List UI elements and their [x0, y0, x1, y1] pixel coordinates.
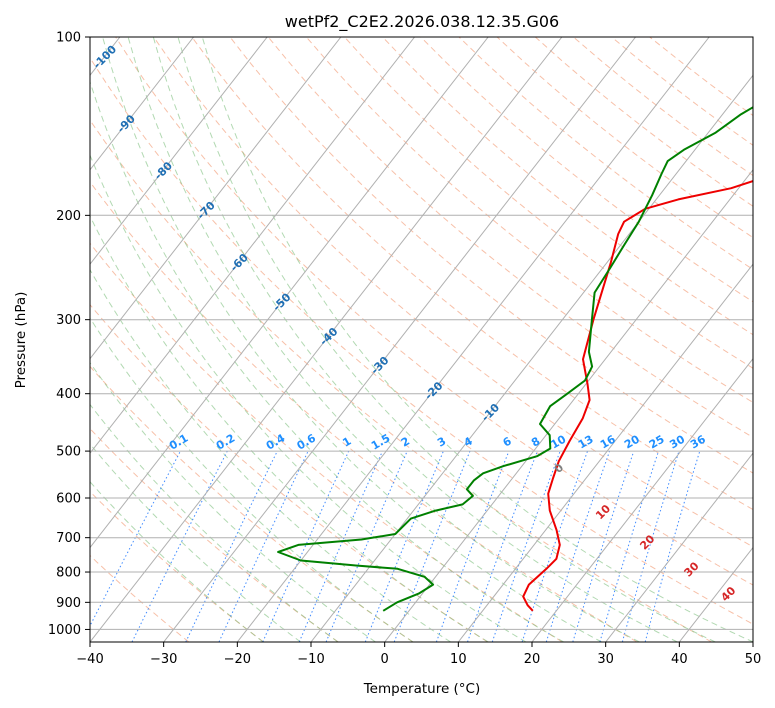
moist-adiabat-line — [90, 214, 489, 642]
x-tick-label: −30 — [150, 652, 177, 667]
dry-adiabat-line — [229, 37, 753, 474]
mixing-ratio-line — [467, 450, 538, 642]
dry-adiabat-line — [420, 37, 753, 303]
isotherm-line — [90, 37, 342, 360]
x-tick-label: −40 — [76, 652, 103, 667]
mixing-ratio-line — [491, 450, 561, 642]
mixing-ratio-line — [599, 450, 659, 642]
dewpoint-profile-line — [277, 106, 753, 612]
moist-adiabat-line — [177, 37, 716, 642]
temperature-profile-line — [522, 179, 753, 612]
isotherm-line — [236, 37, 710, 642]
y-tick-label: 400 — [56, 387, 81, 402]
dry-adiabat-line — [90, 554, 190, 642]
dry-adiabat-line — [90, 242, 563, 642]
isotherm-line — [457, 263, 753, 642]
background-lines — [90, 37, 753, 642]
mixing-ratio-line — [621, 450, 680, 642]
dry-adiabat-line — [90, 56, 753, 625]
isotherm-line — [90, 37, 194, 171]
y-tick-label: 300 — [56, 313, 81, 328]
mixing-ratio-line — [325, 450, 408, 642]
axis-ticks: −40 −30 −20 −10 0 10 20 30 40 50 100 200 300 400 500 60… — [48, 31, 761, 668]
isotherm-line — [605, 452, 753, 642]
plot-frame — [89, 36, 754, 643]
isotherm-line — [531, 357, 753, 642]
x-tick-label: 30 — [597, 652, 614, 667]
moist-adiabat-line — [102, 37, 602, 642]
mixing-ratio-line — [545, 450, 611, 642]
isotherm-line — [163, 37, 636, 642]
moist-adiabat-line — [90, 80, 565, 642]
isotherm-line — [90, 37, 415, 454]
y-tick-label: 800 — [56, 566, 81, 581]
dry-adiabat-line — [90, 119, 712, 642]
y-tick-label: 100 — [56, 31, 81, 46]
mixing-ratio-line — [435, 450, 510, 642]
y-tick-label: 700 — [56, 531, 81, 546]
moist-adiabat-line — [90, 153, 527, 642]
y-tick-label: 500 — [56, 445, 81, 460]
mixing-ratio-line — [572, 450, 635, 642]
dry-adiabat-line — [115, 37, 753, 586]
isotherm-line — [90, 37, 489, 549]
x-tick-label: −20 — [224, 652, 251, 667]
isotherm-line — [90, 37, 268, 265]
x-tick-label: −10 — [297, 652, 324, 667]
x-axis-label: Temperature (°C) — [363, 681, 481, 697]
mixing-ratio-line — [262, 450, 350, 642]
dry-adiabat-line — [382, 37, 753, 336]
dry-adiabat-line — [267, 37, 753, 438]
moist-adiabat-line — [90, 317, 414, 642]
moist-adiabat-line — [90, 443, 301, 642]
x-tick-label: 0 — [381, 652, 389, 667]
dry-adiabat-line — [90, 181, 638, 642]
y-tick-label: 900 — [56, 596, 81, 611]
mixing-ratio-line — [521, 450, 588, 642]
isotherm-line — [90, 37, 563, 642]
y-tick-label: 600 — [56, 492, 81, 507]
chart-title: wetPf2_C2E2.2026.038.12.35.G06 — [285, 12, 559, 32]
isotherm-line — [384, 169, 753, 642]
moist-adiabat-line — [90, 268, 451, 642]
x-tick-label: 10 — [450, 652, 467, 667]
y-tick-label: 200 — [56, 209, 81, 224]
x-tick-label: 20 — [524, 652, 541, 667]
plot-area — [90, 37, 753, 642]
mixing-ratio-line — [364, 450, 444, 642]
dry-adiabat-line — [191, 37, 753, 511]
y-tick-label: 1000 — [48, 623, 81, 638]
dry-adiabat-line — [90, 427, 339, 642]
dry-adiabat-line — [90, 303, 488, 642]
profile-lines — [277, 106, 753, 612]
x-tick-label: 50 — [745, 652, 762, 667]
moist-adiabat-line — [90, 361, 376, 642]
x-tick-label: 40 — [671, 652, 688, 667]
y-axis-label: Pressure (hPa) — [13, 292, 29, 389]
moist-adiabat-line — [201, 37, 753, 642]
